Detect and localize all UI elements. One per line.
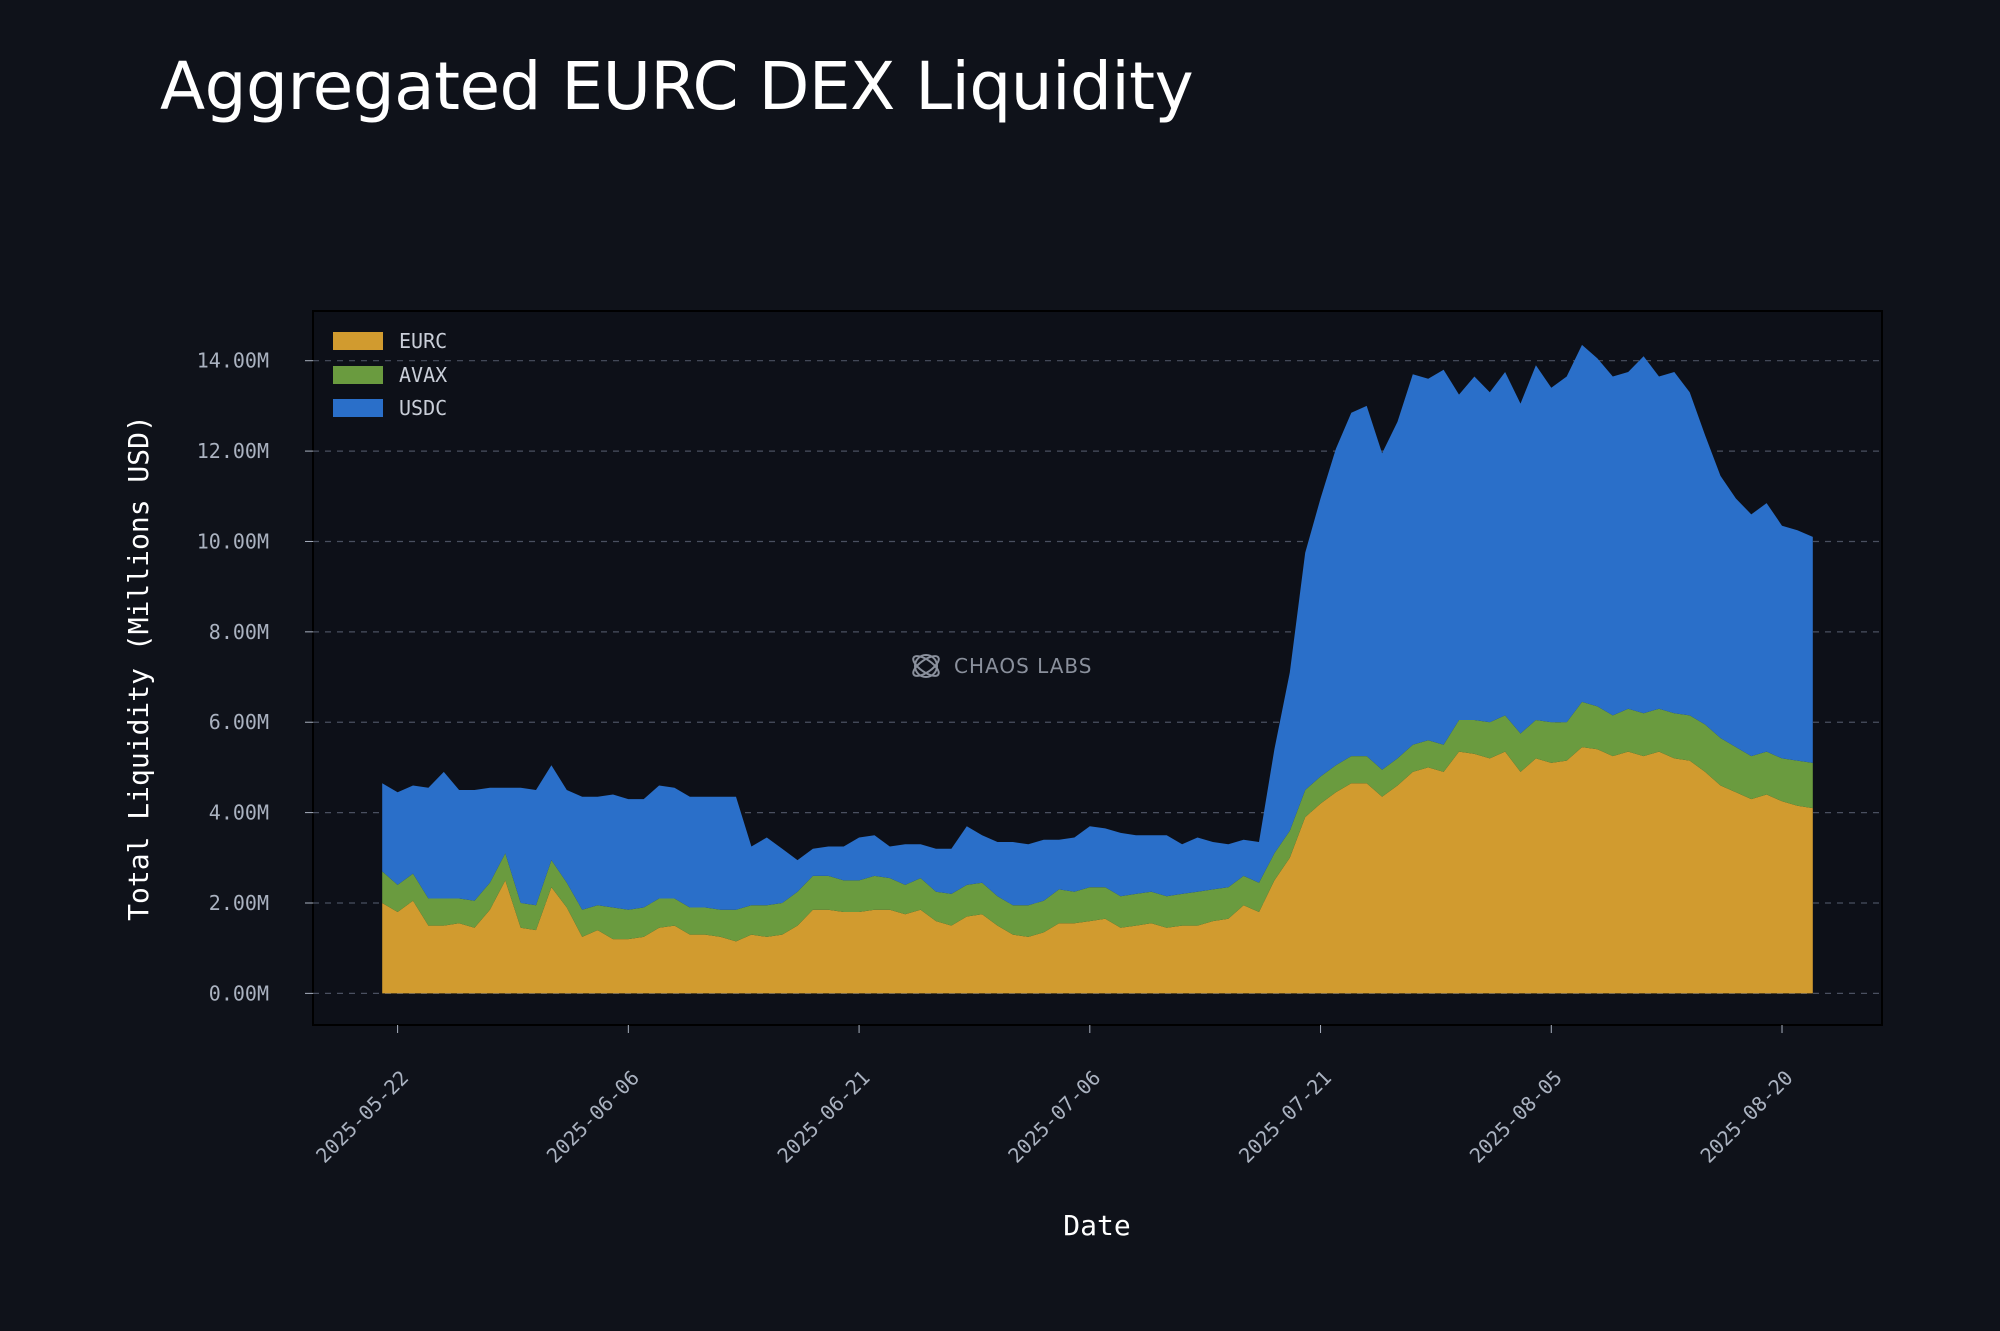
y-tick-label: 14.00M	[197, 349, 269, 373]
y-tick-label: 6.00M	[209, 710, 269, 734]
area-eurc	[382, 747, 1813, 994]
area-avax	[382, 701, 1813, 942]
legend: EURC AVAX USDC	[333, 329, 447, 420]
x-tick-label: 2025-07-06	[1003, 1066, 1105, 1168]
legend-label-usdc: USDC	[399, 396, 447, 420]
x-tick-label: 2025-08-05	[1465, 1066, 1567, 1168]
legend-swatch-eurc	[333, 332, 383, 350]
y-tick-label: 10.00M	[197, 529, 269, 553]
stacked-areas	[382, 344, 1813, 994]
y-axis-ticks: 0.00M 2.00M 4.00M 6.00M 8.00M 10.00M 12.00M 14.…	[197, 349, 313, 1005]
y-tick-label: 8.00M	[209, 620, 269, 644]
x-tick-label: 2025-06-21	[772, 1066, 874, 1168]
x-tick-label: 2025-05-22	[311, 1066, 413, 1168]
chaos-labs-logo-icon	[912, 654, 940, 678]
x-tick-label: 2025-07-21	[1234, 1066, 1336, 1168]
y-tick-label: 0.00M	[209, 981, 269, 1005]
y-tick-label: 4.00M	[209, 801, 269, 825]
y-tick-label: 2.00M	[209, 891, 269, 915]
x-axis-title: Date	[1063, 1209, 1130, 1242]
legend-swatch-avax	[333, 366, 383, 384]
y-tick-label: 12.00M	[197, 439, 269, 463]
x-tick-label: 2025-08-20	[1695, 1066, 1797, 1168]
x-axis-ticks: 2025-05-22 2025-06-06 2025-06-21 2025-07-06…	[311, 1025, 1798, 1168]
watermark: CHAOS LABS	[912, 654, 1092, 678]
x-tick-label: 2025-06-06	[542, 1066, 644, 1168]
area-usdc	[382, 344, 1813, 910]
chart-title: Aggregated EURC DEX Liquidity	[160, 48, 1194, 125]
legend-swatch-usdc	[333, 399, 383, 417]
watermark-text: CHAOS LABS	[954, 654, 1092, 678]
legend-label-avax: AVAX	[399, 363, 447, 387]
y-axis-title: Total Liquidity (Millions USD)	[122, 415, 155, 921]
legend-label-eurc: EURC	[399, 329, 447, 353]
